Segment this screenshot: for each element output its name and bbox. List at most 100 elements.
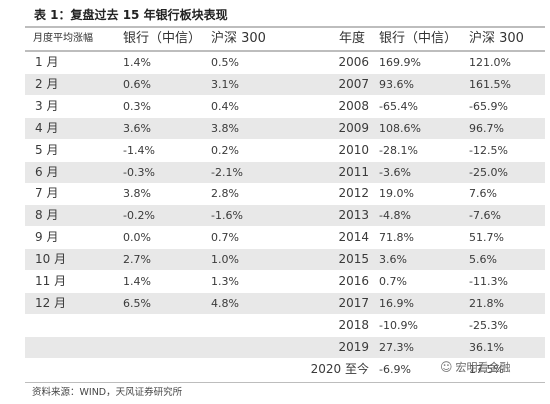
- year-label: 2015: [338, 252, 369, 267]
- year-label: 2018: [338, 317, 369, 332]
- wechat-icon: ☺: [440, 360, 453, 374]
- year-bank-value: 27.3%: [379, 340, 414, 354]
- table-row: [25, 117, 545, 139]
- year-bank-value: -4.8%: [379, 209, 411, 223]
- year-label: 2019: [338, 339, 369, 354]
- month-csi300-value: 1.0%: [211, 253, 239, 267]
- year-label: 2012: [338, 186, 369, 201]
- month-bank-value: 6.5%: [123, 296, 151, 310]
- year-bank-value: 16.9%: [379, 296, 414, 310]
- watermark: ☺ 宏明看金融: [440, 359, 511, 375]
- month-bank-value: 0.0%: [123, 231, 151, 245]
- year-bank-value: 19.0%: [379, 187, 414, 201]
- year-csi300-value: -65.9%: [469, 99, 508, 113]
- year-bank-value: 108.6%: [379, 121, 421, 135]
- year-label: 2008: [338, 98, 369, 113]
- table-row: [25, 52, 545, 73]
- year-bank-value: -28.1%: [379, 143, 418, 157]
- year-bank-value: 169.9%: [379, 56, 421, 69]
- month-csi300-value: 0.4%: [211, 99, 239, 113]
- year-csi300-value: 51.7%: [469, 231, 504, 245]
- month-bank-value: -1.4%: [123, 143, 155, 157]
- month-bank-value: -0.2%: [123, 209, 155, 223]
- table-row: [25, 336, 545, 358]
- table-row: [25, 205, 545, 227]
- month-csi300-value: -1.6%: [211, 209, 243, 223]
- table-row: [25, 249, 545, 271]
- year-bank-value: -65.4%: [379, 99, 418, 113]
- month-csi300-value: 0.2%: [211, 143, 239, 157]
- month-csi300-value: 4.8%: [211, 296, 239, 310]
- year-csi300-value: -11.3%: [469, 275, 508, 288]
- year-csi300-value: -7.6%: [469, 209, 501, 223]
- month-csi300-value: 0.7%: [211, 231, 239, 245]
- month-label: 12 月: [35, 295, 67, 310]
- year-label: 2007: [338, 76, 369, 91]
- table-row: [25, 96, 545, 117]
- month-bank-value: -0.3%: [123, 165, 155, 179]
- month-label: 10 月: [35, 252, 67, 267]
- year-label: 2016: [338, 274, 369, 288]
- month-bank-value: 3.8%: [123, 187, 151, 201]
- year-bank-value: -10.9%: [379, 318, 418, 332]
- table-row: [25, 292, 545, 314]
- source-note: 资料来源：WIND，天风证券研究所: [32, 387, 183, 398]
- year-bank-value: -3.6%: [379, 165, 411, 179]
- month-label: 9 月: [35, 230, 59, 245]
- year-csi300-value: 96.7%: [469, 121, 504, 135]
- year-label: 2011: [338, 164, 369, 179]
- month-label: 7 月: [35, 186, 59, 201]
- year-csi300-value: 121.0%: [469, 56, 511, 69]
- yearly-header-csi300: 沪深 300: [469, 31, 524, 46]
- table-bottom-rule: [25, 381, 545, 383]
- year-csi300-value: 161.5%: [469, 77, 511, 91]
- yearly-header-bank: 银行（中信）: [379, 31, 458, 46]
- month-csi300-value: 1.3%: [211, 275, 239, 288]
- month-bank-value: 0.6%: [123, 77, 151, 91]
- table-title: 表 1：复盘过去 15 年银行板块表现: [34, 8, 228, 22]
- month-bank-value: 0.3%: [123, 99, 151, 113]
- year-bank-value: -6.9%: [379, 362, 411, 376]
- year-csi300-value: -25.0%: [469, 165, 508, 179]
- month-csi300-value: 3.8%: [211, 121, 239, 135]
- month-bank-value: 1.4%: [123, 56, 151, 69]
- header-bottom-rule: [25, 50, 545, 52]
- month-csi300-value: -2.1%: [211, 165, 243, 179]
- month-label: 3 月: [35, 98, 59, 113]
- year-csi300-value: 7.6%: [469, 187, 497, 201]
- month-label: 1 月: [35, 55, 59, 69]
- table-row: [25, 227, 545, 248]
- year-csi300-value: 36.1%: [469, 340, 504, 354]
- year-label: 2009: [338, 120, 369, 135]
- table-row: [25, 73, 545, 95]
- month-csi300-value: 2.8%: [211, 187, 239, 201]
- year-bank-value: 71.8%: [379, 231, 414, 245]
- year-label: 2006: [338, 55, 369, 69]
- header-row: [25, 26, 545, 51]
- month-csi300-value: 0.5%: [211, 56, 239, 69]
- year-bank-value: 0.7%: [379, 275, 407, 288]
- table-row: [25, 271, 545, 292]
- month-label: 2 月: [35, 76, 59, 91]
- year-label: 2014: [338, 230, 369, 245]
- year-label: 2017: [338, 295, 369, 310]
- monthly-header-label: 月度平均涨幅: [33, 33, 93, 44]
- month-label: 8 月: [35, 208, 59, 223]
- month-label: 5 月: [35, 142, 59, 157]
- year-csi300-value: -12.5%: [469, 143, 508, 157]
- bank-performance-table: 月度平均涨幅 银行（中信） 沪深 300 年度 银行（中信） 沪深 300 1 …: [25, 26, 545, 383]
- month-bank-value: 2.7%: [123, 253, 151, 267]
- table-row: [25, 161, 545, 183]
- year-bank-value: 93.6%: [379, 77, 414, 91]
- year-label: 2013: [338, 208, 369, 223]
- month-label: 4 月: [35, 120, 59, 135]
- yearly-header-label: 年度: [339, 31, 366, 46]
- month-label: 6 月: [35, 164, 59, 179]
- year-label: 2010: [338, 142, 369, 157]
- year-csi300-value: 5.6%: [469, 253, 497, 267]
- month-label: 11 月: [35, 274, 67, 288]
- header-top-rule: [25, 26, 545, 28]
- month-csi300-value: 3.1%: [211, 77, 239, 91]
- year-csi300-value: 17.5%: [469, 362, 504, 376]
- table-row: [25, 315, 545, 336]
